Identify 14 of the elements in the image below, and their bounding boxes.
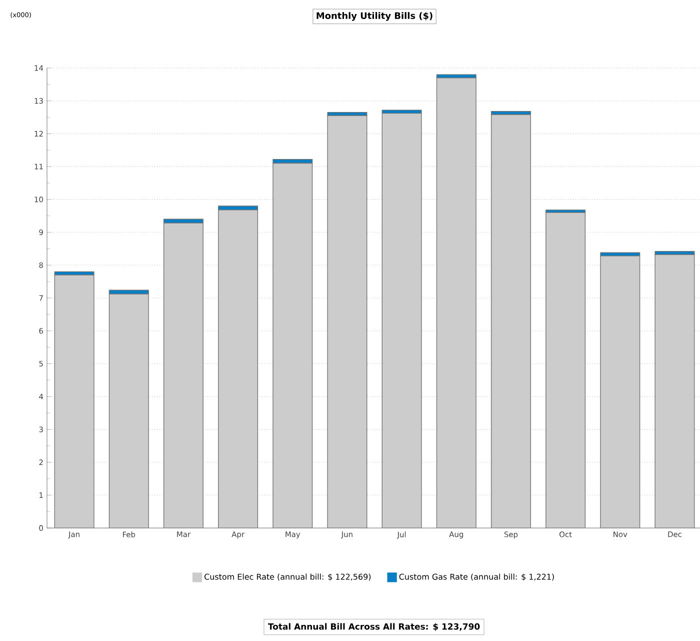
bar: [382, 112, 422, 528]
bar: [163, 222, 204, 528]
bar: [546, 212, 586, 528]
chart-title: Monthly Utility Bills ($): [316, 12, 432, 21]
bar: [490, 114, 531, 528]
bar: [218, 210, 258, 528]
bar: [54, 274, 94, 528]
bar: [436, 78, 476, 528]
bar: [600, 256, 640, 528]
bar: [108, 294, 149, 528]
bar: [327, 115, 368, 528]
bar: [654, 254, 695, 528]
text: Total Annual Bill Across All Rates: $ 123,790: [268, 623, 480, 631]
bar: [272, 162, 313, 528]
